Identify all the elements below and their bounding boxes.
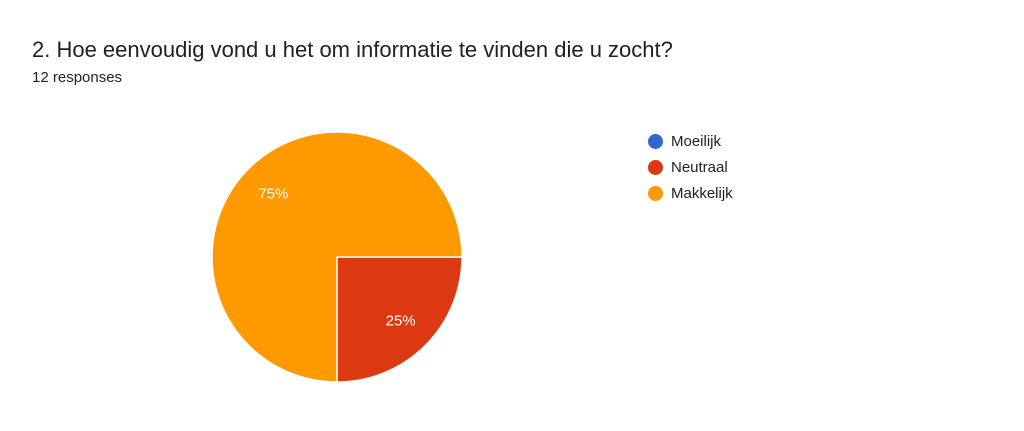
legend-swatch [648,185,663,201]
legend-item-moeilijk[interactable]: Moeilijk [648,128,733,154]
response-count: 12 responses [32,69,123,86]
pie-slice-makkelijk[interactable] [211,131,463,383]
legend-swatch [648,159,663,175]
chart-legend: Moeilijk Neutraal Makkelijk [648,128,733,206]
legend-label: Moeilijk [671,132,722,150]
legend-swatch [648,133,663,149]
legend-item-makkelijk[interactable]: Makkelijk [648,180,733,206]
pie-slice-neutraal[interactable] [336,256,463,383]
pie-label-neutraal: 25% [386,313,416,330]
pie-label-makkelijk: 75% [258,185,288,202]
question-title: 2. Hoe eenvoudig vond u het om informati… [32,37,673,62]
legend-label: Neutraal [671,158,728,176]
legend-item-neutraal[interactable]: Neutraal [648,154,733,180]
legend-label: Makkelijk [671,184,733,202]
